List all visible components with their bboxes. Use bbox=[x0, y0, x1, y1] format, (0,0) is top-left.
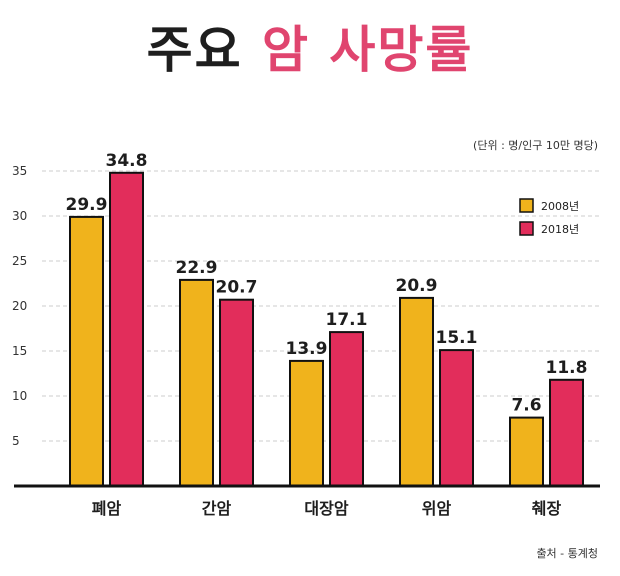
bar-series-2 bbox=[219, 298, 254, 488]
bar-series-1 bbox=[69, 215, 104, 487]
bar-series-1 bbox=[179, 278, 214, 487]
y-tick-label: 20 bbox=[12, 299, 27, 313]
legend-swatch bbox=[519, 198, 534, 213]
x-tick-label: 간암 bbox=[202, 499, 232, 518]
data-label: 34.8 bbox=[106, 151, 148, 171]
data-label: 22.9 bbox=[176, 258, 218, 278]
legend-label: 2008년 bbox=[541, 200, 579, 213]
bar-series-1 bbox=[509, 416, 544, 488]
y-tick-label: 10 bbox=[12, 389, 27, 403]
title-part-1: 주요 bbox=[146, 21, 243, 79]
data-label: 29.9 bbox=[66, 195, 108, 215]
data-label: 20.9 bbox=[396, 276, 438, 296]
unit-note: (단위 : 명/인구 10만 명당) bbox=[473, 139, 598, 152]
data-label: 11.8 bbox=[546, 358, 588, 378]
data-label: 13.9 bbox=[286, 339, 328, 359]
bar-series-1 bbox=[289, 359, 324, 487]
chart-title: 주요 암 사망률 bbox=[0, 10, 620, 82]
x-tick-label: 폐암 bbox=[92, 499, 122, 518]
y-tick-label: 15 bbox=[12, 344, 27, 358]
data-label: 20.7 bbox=[216, 278, 258, 298]
bar-series-2 bbox=[549, 378, 584, 487]
data-label: 17.1 bbox=[326, 310, 368, 330]
legend-swatch bbox=[519, 221, 534, 236]
title-part-2: 암 사망률 bbox=[262, 21, 474, 79]
y-tick-label: 30 bbox=[12, 209, 27, 223]
x-tick-label: 췌장 bbox=[532, 499, 562, 518]
x-tick-label: 위암 bbox=[422, 499, 452, 518]
data-label: 7.6 bbox=[511, 396, 541, 416]
legend-label: 2018년 bbox=[541, 223, 579, 236]
y-tick-label: 5 bbox=[12, 434, 20, 448]
y-tick-label: 25 bbox=[12, 254, 27, 268]
source-note: 출처 - 통계청 bbox=[536, 547, 598, 560]
y-tick-label: 35 bbox=[12, 164, 27, 178]
bar-series-2 bbox=[109, 171, 144, 488]
bar-series-2 bbox=[329, 331, 364, 487]
x-tick-label: 대장암 bbox=[304, 499, 348, 518]
bar-series-1 bbox=[399, 296, 434, 487]
data-label: 15.1 bbox=[436, 328, 478, 348]
bar-series-2 bbox=[439, 349, 474, 487]
